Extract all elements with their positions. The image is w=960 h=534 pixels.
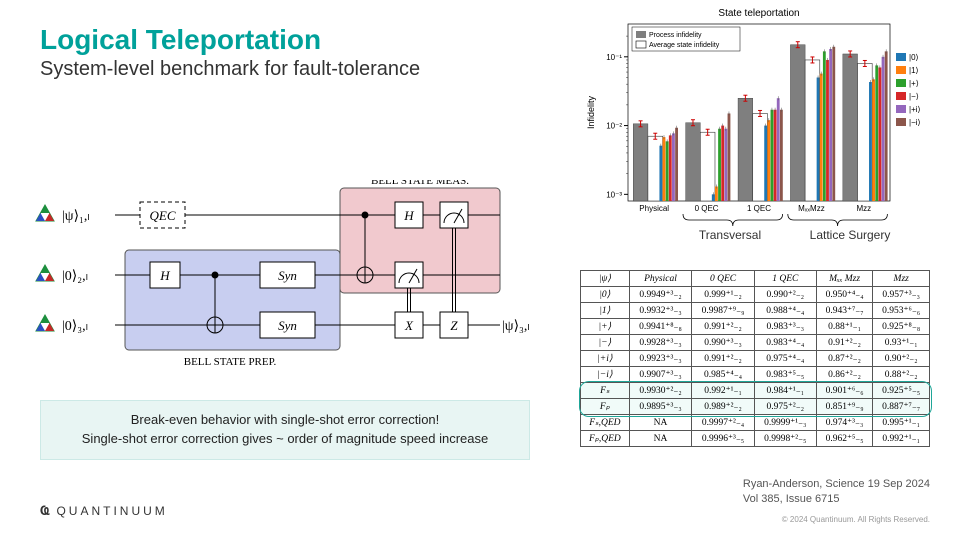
slide: Logical Teleportation System-level bench…	[0, 0, 960, 534]
data-table-wrap: |ψ⟩Physical0 QEC1 QECMₓₓ MzzMzz|0⟩0.9949…	[580, 270, 930, 447]
svg-text:QEC: QEC	[150, 208, 176, 223]
svg-text:|ψ⟩₃,ₗ: |ψ⟩₃,ₗ	[502, 319, 530, 334]
lattice-label: Lattice Surgery	[795, 228, 905, 242]
svg-text:1 QEC: 1 QEC	[747, 204, 771, 213]
svg-text:MₓₓMzz: MₓₓMzz	[798, 204, 825, 213]
svg-text:Syn: Syn	[278, 268, 297, 283]
svg-text:10⁻¹: 10⁻¹	[606, 53, 622, 62]
svg-text:10⁻²: 10⁻²	[606, 122, 622, 131]
footer-logo: Ҩ QUANTINUUM	[40, 502, 168, 518]
svg-text:|1⟩: |1⟩	[909, 66, 919, 75]
svg-text:Syn: Syn	[278, 318, 297, 333]
svg-text:0 QEC: 0 QEC	[695, 204, 719, 213]
note-box: Break-even behavior with single-shot err…	[40, 400, 530, 460]
note-line-2: Single-shot error correction gives ~ ord…	[53, 430, 517, 449]
svg-text:Z: Z	[450, 318, 458, 333]
svg-text:Mzz: Mzz	[856, 204, 871, 213]
citation-line-1: Ryan-Anderson, Science 19 Sep 2024	[743, 478, 930, 490]
citation-line-2: Vol 385, Issue 6715	[743, 493, 840, 505]
citation: Ryan-Anderson, Science 19 Sep 2024 Vol 3…	[743, 477, 930, 506]
svg-text:|ψ⟩₁,ₗ: |ψ⟩₁,ₗ	[62, 209, 90, 224]
svg-text:|+i⟩: |+i⟩	[909, 105, 921, 114]
infidelity-chart: State teleportation 10⁻³ 10⁻² 10⁻¹ Infidelit…	[580, 6, 930, 244]
footer-copyright: © 2024 Quantinuum. All Rights Reserved.	[782, 515, 930, 524]
svg-text:X: X	[404, 318, 414, 333]
svg-text:|0⟩₂,ₗ: |0⟩₂,ₗ	[62, 269, 88, 284]
circuit-svg: |ψ⟩₁,ₗ |0⟩₂,ₗ |0⟩₃,ₗ BELL STATE PREP. BELL S…	[30, 180, 530, 370]
svg-text:10⁻³: 10⁻³	[606, 190, 622, 199]
svg-text:BELL STATE PREP.: BELL STATE PREP.	[184, 356, 277, 368]
svg-text:State teleportation: State teleportation	[718, 8, 799, 19]
svg-text:Physical: Physical	[639, 204, 669, 213]
svg-text:|0⟩₃,ₗ: |0⟩₃,ₗ	[62, 319, 88, 334]
transversal-label: Transversal	[670, 228, 790, 242]
svg-text:Process infidelity: Process infidelity	[649, 32, 702, 39]
svg-text:|0⟩: |0⟩	[909, 53, 919, 62]
svg-text:|−i⟩: |−i⟩	[909, 118, 921, 127]
svg-text:|−⟩: |−⟩	[909, 92, 919, 101]
svg-text:Average state infidelity: Average state infidelity	[649, 42, 720, 49]
svg-text:|+⟩: |+⟩	[909, 79, 919, 88]
circuit-diagram: |ψ⟩₁,ₗ |0⟩₂,ₗ |0⟩₃,ₗ BELL STATE PREP. BELL S…	[30, 180, 530, 370]
svg-text:Infidelity: Infidelity	[586, 95, 596, 129]
svg-text:H: H	[403, 208, 414, 223]
page-subtitle: System-level benchmark for fault-toleran…	[40, 58, 420, 81]
footer-logo-text: QUANTINUUM	[56, 504, 167, 518]
svg-text:BELL STATE MEAS.: BELL STATE MEAS.	[371, 180, 469, 187]
note-line-1: Break-even behavior with single-shot err…	[53, 411, 517, 430]
page-title: Logical Teleportation	[40, 24, 321, 56]
chart-svg: State teleportation 10⁻³ 10⁻² 10⁻¹ Infidelit…	[580, 6, 930, 244]
data-table: |ψ⟩Physical0 QEC1 QECMₓₓ MzzMzz|0⟩0.9949…	[580, 270, 930, 447]
svg-text:H: H	[159, 268, 170, 283]
